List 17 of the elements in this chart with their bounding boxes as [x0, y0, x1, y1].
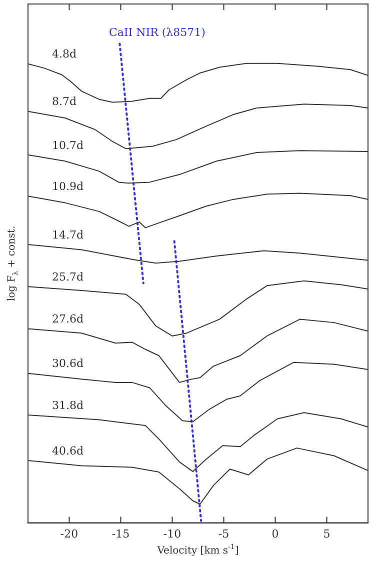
x-tick-label: -20 [60, 527, 78, 540]
series-label: 40.6d [52, 444, 84, 458]
series-label: 8.7d [52, 95, 77, 108]
x-tick-label: 0 [272, 527, 279, 540]
series-label: 27.6d [52, 312, 84, 326]
series-label: 31.8d [52, 398, 84, 412]
series-label: 14.7d [52, 228, 84, 242]
x-tick-label: -10 [163, 527, 182, 540]
x-tick-label: -15 [112, 527, 130, 540]
series-label: 25.7d [52, 270, 84, 284]
x-tick-label: 5 [323, 527, 330, 540]
x-tick-label: -5 [218, 527, 230, 540]
series-label: 10.7d [52, 138, 84, 152]
series-label: 30.6d [52, 357, 84, 370]
series-label: 4.8d [52, 48, 77, 61]
series-label: 10.9d [52, 180, 84, 193]
text: CaII NIR (λ8571) [108, 26, 206, 39]
